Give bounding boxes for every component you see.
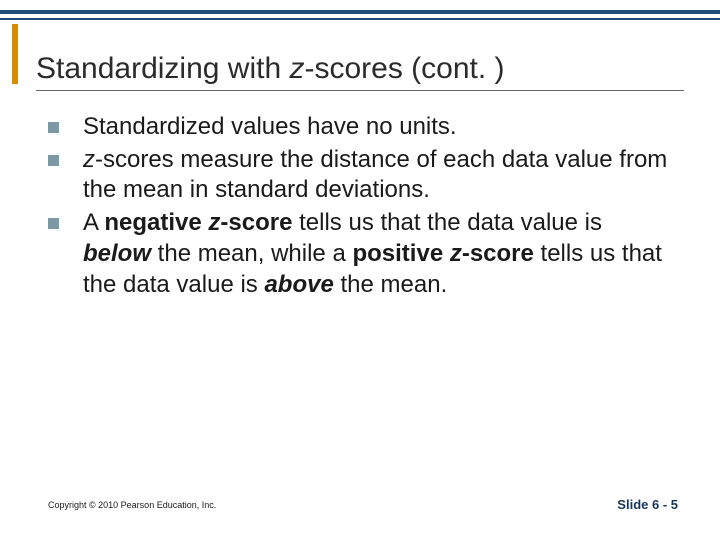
slide: Standardizing with z-scores (cont. ) Sta…	[0, 0, 720, 540]
title-suffix: -scores (cont. )	[304, 52, 504, 85]
slide-title: Standardizing with z-scores (cont. )	[36, 52, 505, 86]
title-underline	[36, 90, 684, 91]
bullet-item: Standardized values have no units.	[48, 112, 672, 143]
bullet-item: z-scores measure the distance of each da…	[48, 145, 672, 206]
top-border-thin	[0, 18, 720, 20]
bullet-text: z-scores measure the distance of each da…	[83, 145, 672, 206]
footer-copyright: Copyright © 2010 Pearson Education, Inc.	[48, 500, 216, 510]
content-area: Standardized values have no units. z-sco…	[48, 112, 672, 302]
bullet-marker-icon	[48, 218, 59, 229]
bullet-text: A negative z-score tells us that the dat…	[83, 208, 672, 300]
top-border-thick	[0, 10, 720, 14]
bullet-item: A negative z-score tells us that the dat…	[48, 208, 672, 300]
bullet-marker-icon	[48, 122, 59, 133]
title-prefix: Standardizing with	[36, 52, 289, 85]
footer-slide-number: Slide 6 - 5	[617, 497, 678, 512]
bullet-marker-icon	[48, 155, 59, 166]
title-z: z	[289, 52, 304, 85]
bullet-text: Standardized values have no units.	[83, 112, 457, 143]
left-accent-bar	[12, 24, 18, 84]
